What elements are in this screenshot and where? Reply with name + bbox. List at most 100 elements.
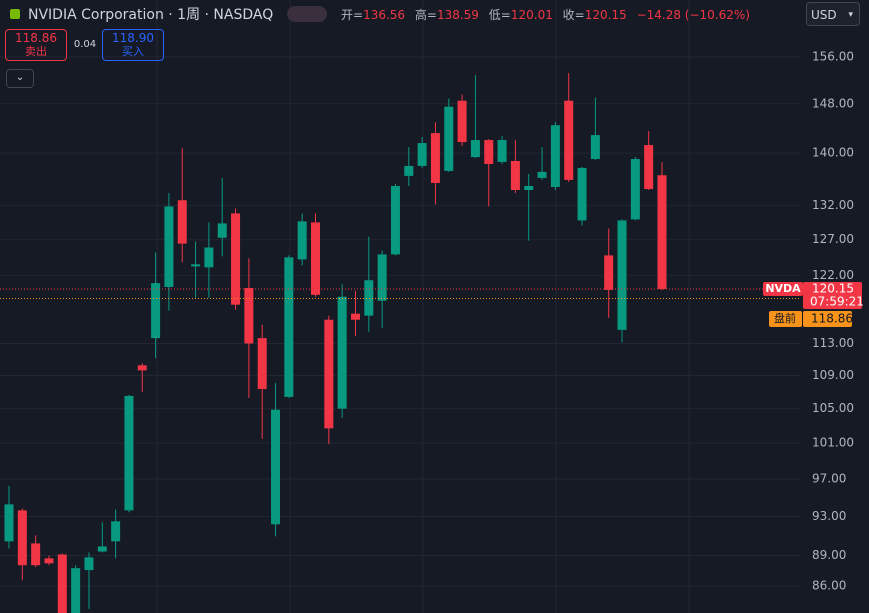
candle-body — [124, 395, 134, 511]
low-value: 120.01 — [510, 8, 553, 22]
candle-body — [257, 338, 267, 390]
countdown-label: 07:59:21 — [810, 294, 864, 308]
candle-body — [231, 213, 241, 305]
buy-label: 买入 — [122, 45, 144, 58]
spread: 0.04 — [73, 39, 97, 50]
candle-body — [497, 140, 507, 162]
candle-body — [111, 521, 121, 542]
candle-body — [617, 220, 627, 330]
candle-body — [644, 145, 654, 190]
premarket-price-label: 118.86 — [811, 311, 853, 325]
low-label: 低= — [488, 8, 511, 22]
candle-body — [430, 133, 440, 183]
open-value: 136.56 — [363, 8, 406, 22]
open-label: 开= — [341, 8, 364, 22]
logo — [10, 9, 20, 19]
candle-body — [590, 135, 600, 160]
last-price-label: 120.15 — [812, 281, 854, 295]
collapse-button[interactable]: ⌄ — [6, 69, 34, 88]
y-tick-label: 148.00 — [812, 96, 854, 110]
y-tick-label: 101.00 — [812, 436, 854, 450]
candle-body — [350, 313, 360, 320]
candle-body — [311, 222, 321, 295]
candle-body — [204, 247, 214, 268]
candle-body — [657, 175, 667, 289]
candle-body — [364, 280, 374, 316]
candle-body — [151, 283, 161, 339]
candle-body — [57, 554, 67, 613]
close-label: 收= — [562, 8, 585, 22]
candle-body — [577, 167, 587, 221]
high-label: 高= — [414, 8, 437, 22]
sell-label: 卖出 — [25, 45, 47, 58]
y-tick-label: 105.00 — [812, 401, 854, 415]
candle-body — [284, 257, 294, 397]
candle-body — [564, 100, 574, 180]
y-tick-label: 109.00 — [812, 368, 854, 382]
y-tick-label: 93.00 — [812, 509, 846, 523]
buy-button[interactable]: 118.90 买入 — [102, 29, 164, 61]
close-value: 120.15 — [584, 8, 627, 22]
ohlc: 开=136.56 高=138.59 低=120.01 收=120.15 −14.… — [341, 6, 756, 23]
candle-body — [537, 171, 547, 178]
session-badge[interactable] — [287, 6, 328, 22]
sell-price: 118.86 — [15, 31, 57, 45]
candle-body — [31, 543, 41, 566]
y-tick-label: 156.00 — [812, 50, 854, 64]
y-tick-label: 113.00 — [812, 336, 854, 350]
y-tick-label: 89.00 — [812, 548, 846, 562]
candle-body — [470, 140, 480, 158]
y-tick-label: 97.00 — [812, 472, 846, 486]
candle-body — [244, 287, 254, 344]
vertical-grid — [156, 0, 690, 613]
candle-body — [444, 106, 454, 171]
y-tick-label: 132.00 — [812, 198, 854, 212]
candle-body — [417, 143, 427, 166]
candle-body — [630, 159, 640, 220]
price-tag — [803, 281, 862, 309]
y-tick-label: 86.00 — [812, 578, 846, 592]
candle-body — [97, 546, 107, 552]
premarket-price-tag — [803, 310, 852, 327]
symbol-title[interactable]: NVIDIA Corporation · 1周 · NASDAQ — [28, 7, 274, 23]
candle-body — [84, 557, 94, 571]
candle-body — [137, 365, 147, 371]
candle-body — [297, 221, 307, 260]
candle-body — [324, 319, 334, 429]
candle-body — [337, 296, 347, 409]
symbol-tag — [763, 281, 803, 296]
candle-body — [604, 255, 614, 290]
candle-body — [71, 568, 81, 613]
candle-body — [44, 558, 54, 564]
y-tick-label: 140.00 — [812, 146, 854, 160]
header: NVIDIA Corporation · 1周 · NASDAQ — [0, 0, 328, 28]
high-value: 138.59 — [436, 8, 479, 22]
buy-price: 118.90 — [112, 31, 154, 45]
candle-body — [4, 504, 14, 542]
candle-body — [524, 185, 534, 191]
premarket-label: 盘前 — [774, 311, 796, 325]
currency: USD — [811, 8, 837, 22]
candle-body — [484, 140, 494, 164]
candle-body — [164, 206, 174, 287]
candle-body — [550, 125, 560, 187]
candle-body — [457, 100, 467, 143]
symbol-label: NVDA — [765, 282, 801, 295]
y-tick-label: 122.00 — [812, 268, 854, 282]
y-tick-label: 127.00 — [812, 232, 854, 246]
sell-button[interactable]: 118.86 卖出 — [5, 29, 67, 61]
candle-body — [191, 264, 201, 267]
change: −14.28 (−10.62%) — [636, 8, 750, 22]
candle-body — [217, 223, 227, 238]
currency-select[interactable]: USD ▾ — [806, 2, 860, 26]
candle-body — [390, 185, 400, 255]
candle-body — [17, 510, 27, 566]
candle-body — [510, 160, 520, 191]
candle-body — [377, 254, 387, 301]
candle-body — [271, 409, 281, 525]
candle-body — [177, 200, 187, 244]
premarket-tag — [769, 310, 802, 327]
